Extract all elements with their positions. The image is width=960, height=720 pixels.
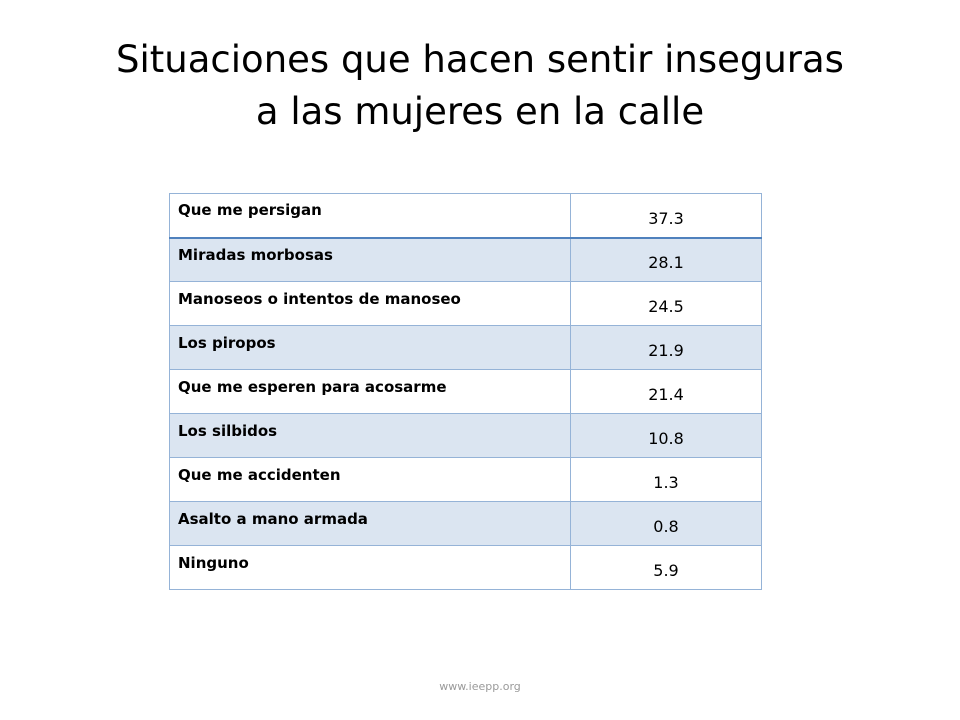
row-label: Que me persigan	[178, 201, 322, 220]
row-label-cell: Miradas morbosas	[169, 237, 571, 282]
row-value-cell: 28.1	[570, 237, 762, 282]
table-row: Que me accidenten 1.3	[169, 457, 762, 502]
table-row: Los silbidos 10.8	[169, 413, 762, 458]
row-value: 1.3	[653, 473, 679, 492]
row-label-cell: Que me esperen para acosarme	[169, 369, 571, 414]
row-value-cell: 0.8	[570, 501, 762, 546]
slide-title-line-1: Situaciones que hacen sentir inseguras	[116, 38, 844, 81]
table-row: Miradas morbosas 28.1	[169, 237, 762, 282]
slide-title-line-2: a las mujeres en la calle	[255, 90, 705, 133]
table-row: Ninguno 5.9	[169, 545, 762, 590]
table-row: Que me esperen para acosarme 21.4	[169, 369, 762, 414]
row-value: 21.4	[648, 385, 684, 404]
table-row: Manoseos o intentos de manoseo 24.5	[169, 281, 762, 326]
row-value-cell: 21.4	[570, 369, 762, 414]
row-label: Manoseos o intentos de manoseo	[178, 289, 461, 308]
table-row: Los piropos 21.9	[169, 325, 762, 370]
footer-url: www.ieepp.org	[439, 680, 521, 693]
situations-table: Que me persigan 37.3 Miradas morbosas 28…	[169, 193, 762, 590]
row-value: 10.8	[648, 429, 684, 448]
row-value-cell: 5.9	[570, 545, 762, 590]
row-value-cell: 1.3	[570, 457, 762, 502]
row-label: Que me accidenten	[178, 465, 341, 484]
row-label-cell: Los silbidos	[169, 413, 571, 458]
row-value: 37.3	[648, 208, 684, 228]
row-label: Miradas morbosas	[178, 245, 333, 264]
row-label: Los silbidos	[178, 421, 278, 440]
row-value-cell: 10.8	[570, 413, 762, 458]
slide-title: Situaciones que hacen sentir inseguras a…	[40, 34, 920, 138]
row-label-cell: Los piropos	[169, 325, 571, 370]
row-label-cell: Que me accidenten	[169, 457, 571, 502]
row-value: 5.9	[653, 561, 679, 580]
table-row: Que me persigan 37.3	[169, 193, 762, 239]
row-value: 21.9	[648, 341, 684, 360]
row-label-cell: Manoseos o intentos de manoseo	[169, 281, 571, 326]
row-value: 0.8	[653, 517, 679, 536]
row-label: Que me esperen para acosarme	[178, 377, 447, 396]
row-value-cell: 37.3	[570, 193, 762, 239]
row-label-cell: Asalto a mano armada	[169, 501, 571, 546]
row-label: Ninguno	[178, 553, 249, 572]
row-value-cell: 24.5	[570, 281, 762, 326]
row-value: 24.5	[648, 297, 684, 316]
row-value: 28.1	[648, 253, 684, 273]
row-label: Asalto a mano armada	[178, 509, 368, 528]
row-label: Los piropos	[178, 333, 276, 352]
row-label-cell: Ninguno	[169, 545, 571, 590]
row-label-cell: Que me persigan	[169, 193, 571, 239]
table-row: Asalto a mano armada 0.8	[169, 501, 762, 546]
row-value-cell: 21.9	[570, 325, 762, 370]
